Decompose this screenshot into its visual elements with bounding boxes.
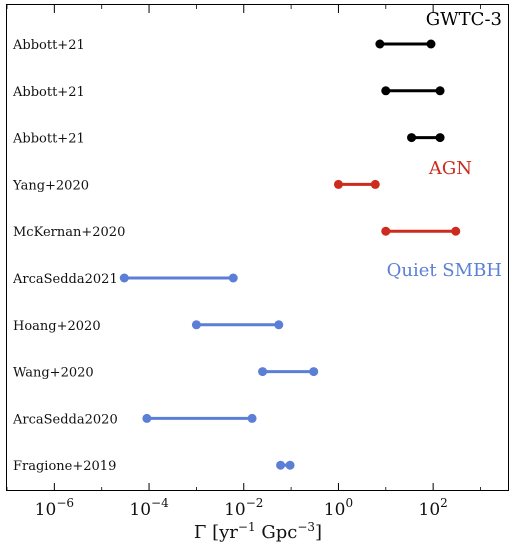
interval-row: ArcaSedda2020 <box>12 412 257 427</box>
x-axis-title: Γ [yr−1 Gpc−3] <box>194 520 322 543</box>
interval-low-marker <box>191 320 201 330</box>
interval-row: Abbott+21 <box>12 85 445 100</box>
interval-high-marker <box>285 460 295 470</box>
interval-row: Hoang+2020 <box>13 319 284 334</box>
interval-row: ArcaSedda2021 <box>12 272 238 287</box>
interval-high-marker <box>228 273 238 283</box>
row-label: Abbott+21 <box>12 85 85 100</box>
row-label: ArcaSedda2020 <box>12 412 118 427</box>
row-label: Fragione+2019 <box>13 459 116 474</box>
row-label: Yang+2020 <box>12 178 89 193</box>
group-label: Quiet SMBH <box>387 260 502 281</box>
interval-high-marker <box>435 133 445 143</box>
x-minor-ticks <box>6 5 481 491</box>
plot-frame <box>6 4 509 491</box>
row-label: Hoang+2020 <box>13 319 101 334</box>
interval-high-marker <box>309 367 319 377</box>
group-labels: GWTC-3 AGN Quiet SMBH <box>387 9 502 281</box>
row-label: Wang+2020 <box>13 366 94 381</box>
interval-row: Abbott+21 <box>12 132 445 147</box>
x-tick-label: 10−4 <box>129 496 169 520</box>
interval-row: Yang+2020 <box>12 178 380 193</box>
row-label: ArcaSedda2021 <box>12 272 118 287</box>
interval-low-marker <box>119 273 129 283</box>
x-major-ticks <box>53 5 434 491</box>
interval-low-marker <box>276 460 286 470</box>
interval-high-marker <box>426 39 436 49</box>
x-tick-label: 102 <box>419 496 448 520</box>
interval-low-marker <box>375 39 385 49</box>
x-tick-labels: 10−6 10−4 10−2 100 102 <box>35 496 448 520</box>
row-label: Abbott+21 <box>12 132 85 147</box>
interval-low-marker <box>381 226 391 236</box>
interval-row: Abbott+21 <box>12 38 436 53</box>
interval-high-marker <box>435 86 445 96</box>
interval-high-marker <box>247 413 257 423</box>
interval-row: Wang+2020 <box>13 366 319 381</box>
group-label: AGN <box>428 158 472 179</box>
row-label: Abbott+21 <box>12 38 85 53</box>
interval-rows: Abbott+21 Abbott+21 Abbott+21 Yang+2020 McKe… <box>12 38 461 474</box>
interval-high-marker <box>274 320 284 330</box>
interval-low-marker <box>258 367 268 377</box>
interval-low-marker <box>407 133 417 143</box>
x-tick-label: 10−6 <box>35 496 74 520</box>
interval-high-marker <box>451 226 461 236</box>
row-label: McKernan+2020 <box>13 225 125 240</box>
x-tick-label: 100 <box>324 496 353 520</box>
interval-low-marker <box>142 413 152 423</box>
group-label: GWTC-3 <box>426 9 502 30</box>
interval-high-marker <box>370 179 380 189</box>
interval-row: McKernan+2020 <box>13 225 461 240</box>
interval-low-marker <box>333 179 343 189</box>
interval-row: Fragione+2019 <box>13 459 295 474</box>
interval-low-marker <box>381 86 391 96</box>
x-tick-label: 10−2 <box>224 496 263 520</box>
